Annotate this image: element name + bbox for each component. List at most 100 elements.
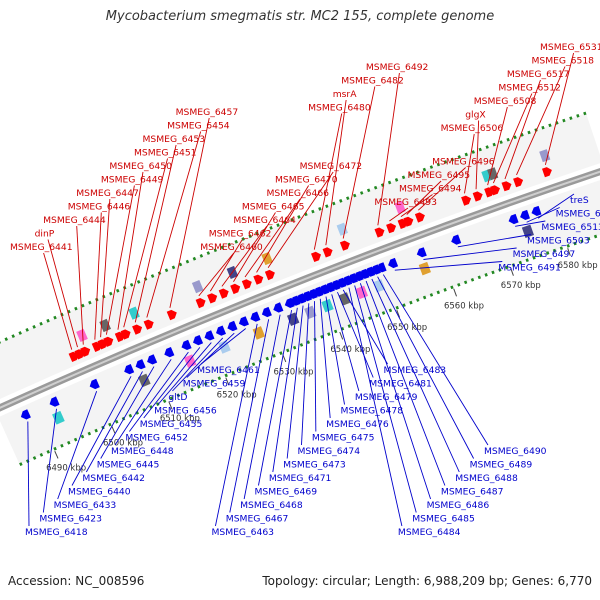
backbone-highlight bbox=[0, 170, 600, 409]
track-dot bbox=[279, 351, 283, 355]
reverse-gene-label: MSMEG_6476 bbox=[326, 419, 389, 430]
kbp-tick-label: 6560 kbp bbox=[444, 302, 484, 312]
forward-gene-label: MSMEG_6460 bbox=[200, 242, 263, 253]
leader-line bbox=[117, 171, 144, 330]
leader-line bbox=[233, 212, 276, 282]
leader-line bbox=[475, 120, 480, 190]
reverse-gene-arrow bbox=[238, 316, 249, 327]
track-dot bbox=[241, 237, 245, 241]
leader-line bbox=[146, 131, 202, 318]
forward-gene-arrow bbox=[68, 351, 79, 362]
track-dot bbox=[224, 373, 228, 378]
track-dot bbox=[409, 300, 413, 305]
track-dot bbox=[149, 405, 153, 409]
leader-line bbox=[319, 298, 331, 419]
reverse-gene-label: MSMEG_6468 bbox=[240, 500, 303, 511]
kbp-ticks: 6490 kbp 6500 kbp 6510 kbp 6520 kbp 6530 kbp… bbox=[46, 248, 598, 474]
leader-line bbox=[394, 261, 503, 271]
reverse-gene-label: MSMEG_6471 bbox=[269, 473, 332, 484]
forward-gene-arrow bbox=[132, 324, 143, 335]
reverse-gene-label: MSMEG_6455 bbox=[140, 419, 203, 430]
reverse-gene-arrow bbox=[181, 339, 192, 350]
leader-line bbox=[286, 305, 304, 459]
forward-gene-label: MSMEG_6449 bbox=[101, 175, 164, 186]
track-dot bbox=[463, 280, 468, 285]
track-dot bbox=[450, 157, 455, 162]
kbp-tick bbox=[168, 401, 173, 410]
forward-gene-arrow bbox=[91, 341, 102, 352]
reverse-gene-arrow bbox=[124, 364, 135, 375]
leader-line bbox=[209, 239, 243, 292]
forward-gene-arrow bbox=[513, 177, 524, 188]
track-dot bbox=[251, 362, 256, 367]
reverse-gene-label: MSMEG_6479 bbox=[355, 392, 418, 403]
leader-line bbox=[406, 180, 442, 215]
forward-gene-label: MSMEG_6451 bbox=[134, 148, 197, 159]
forward-feature-box bbox=[191, 279, 204, 294]
forward-feature-box bbox=[76, 328, 88, 343]
track-dot bbox=[162, 399, 167, 404]
reverse-feature-box bbox=[218, 340, 231, 354]
reverse-feature-box bbox=[355, 285, 369, 300]
forward-gene-label: MSMEG_6480 bbox=[308, 103, 371, 114]
kbp-tick-label: 6500 kbp bbox=[103, 439, 143, 449]
leader-line bbox=[200, 328, 247, 365]
track-dot bbox=[416, 298, 420, 302]
forward-feature-box bbox=[394, 200, 406, 214]
track-dot bbox=[513, 135, 517, 140]
forward-gene-label: MSMEG_6462 bbox=[209, 229, 272, 240]
forward-gene-arrow bbox=[143, 319, 154, 330]
track-dot bbox=[562, 118, 566, 123]
track-dot bbox=[402, 303, 406, 308]
forward-feature-box bbox=[261, 251, 273, 266]
track-dot bbox=[347, 324, 352, 328]
track-dot bbox=[255, 231, 259, 236]
track-dot bbox=[53, 315, 57, 320]
forward-gene-label: MSMEG_6441 bbox=[10, 242, 73, 253]
track-dot bbox=[484, 273, 488, 277]
leader-line bbox=[256, 185, 309, 273]
track-dot bbox=[164, 268, 169, 273]
kbp-tick bbox=[111, 425, 116, 434]
leader-line bbox=[515, 220, 546, 227]
kbp-tick bbox=[453, 288, 457, 297]
track-dot bbox=[206, 251, 211, 255]
leader-line bbox=[377, 276, 475, 459]
forward-gene-label: MSMEG_6482 bbox=[341, 76, 404, 87]
track-dot bbox=[436, 290, 440, 295]
track-dot bbox=[19, 462, 23, 467]
leader-line bbox=[186, 332, 235, 378]
track-dot bbox=[185, 259, 190, 264]
track-dot bbox=[436, 162, 441, 167]
reverse-gene-arrow bbox=[135, 359, 146, 370]
reverse-feature-box bbox=[418, 261, 431, 276]
track-dot bbox=[478, 147, 482, 152]
leader-line bbox=[100, 366, 155, 459]
track-dot bbox=[408, 172, 413, 177]
track-dot bbox=[339, 199, 343, 203]
track-dot bbox=[527, 130, 531, 135]
track-dot bbox=[353, 193, 357, 198]
forward-gene-arrow bbox=[542, 167, 552, 178]
reverse-gene-label: MSMEG_6448 bbox=[111, 446, 174, 457]
track-dot bbox=[506, 137, 510, 142]
reverse-gene-label: MSMEG_6483 bbox=[384, 365, 447, 376]
reverse-gene-arrow bbox=[89, 378, 100, 390]
reverse-gene-label: MSMEG_6418 bbox=[25, 527, 88, 538]
track-dot bbox=[115, 288, 120, 293]
track-dot bbox=[245, 365, 249, 369]
track-dot bbox=[234, 239, 238, 244]
track-dot bbox=[283, 220, 287, 225]
track-dot bbox=[492, 142, 496, 147]
forward-gene-arrow bbox=[195, 298, 206, 309]
track-dot bbox=[464, 152, 468, 157]
track-dot bbox=[190, 387, 194, 392]
track-dot bbox=[548, 123, 552, 128]
reverse-gene-label: MSMEG_6463 bbox=[211, 527, 274, 538]
reverse-gene-label: MSMEG_6489 bbox=[470, 460, 533, 471]
leader-line bbox=[544, 52, 575, 165]
leader-line bbox=[314, 301, 317, 432]
leader-line bbox=[47, 239, 78, 348]
track-dot bbox=[401, 175, 406, 180]
reverse-lane bbox=[0, 180, 600, 465]
